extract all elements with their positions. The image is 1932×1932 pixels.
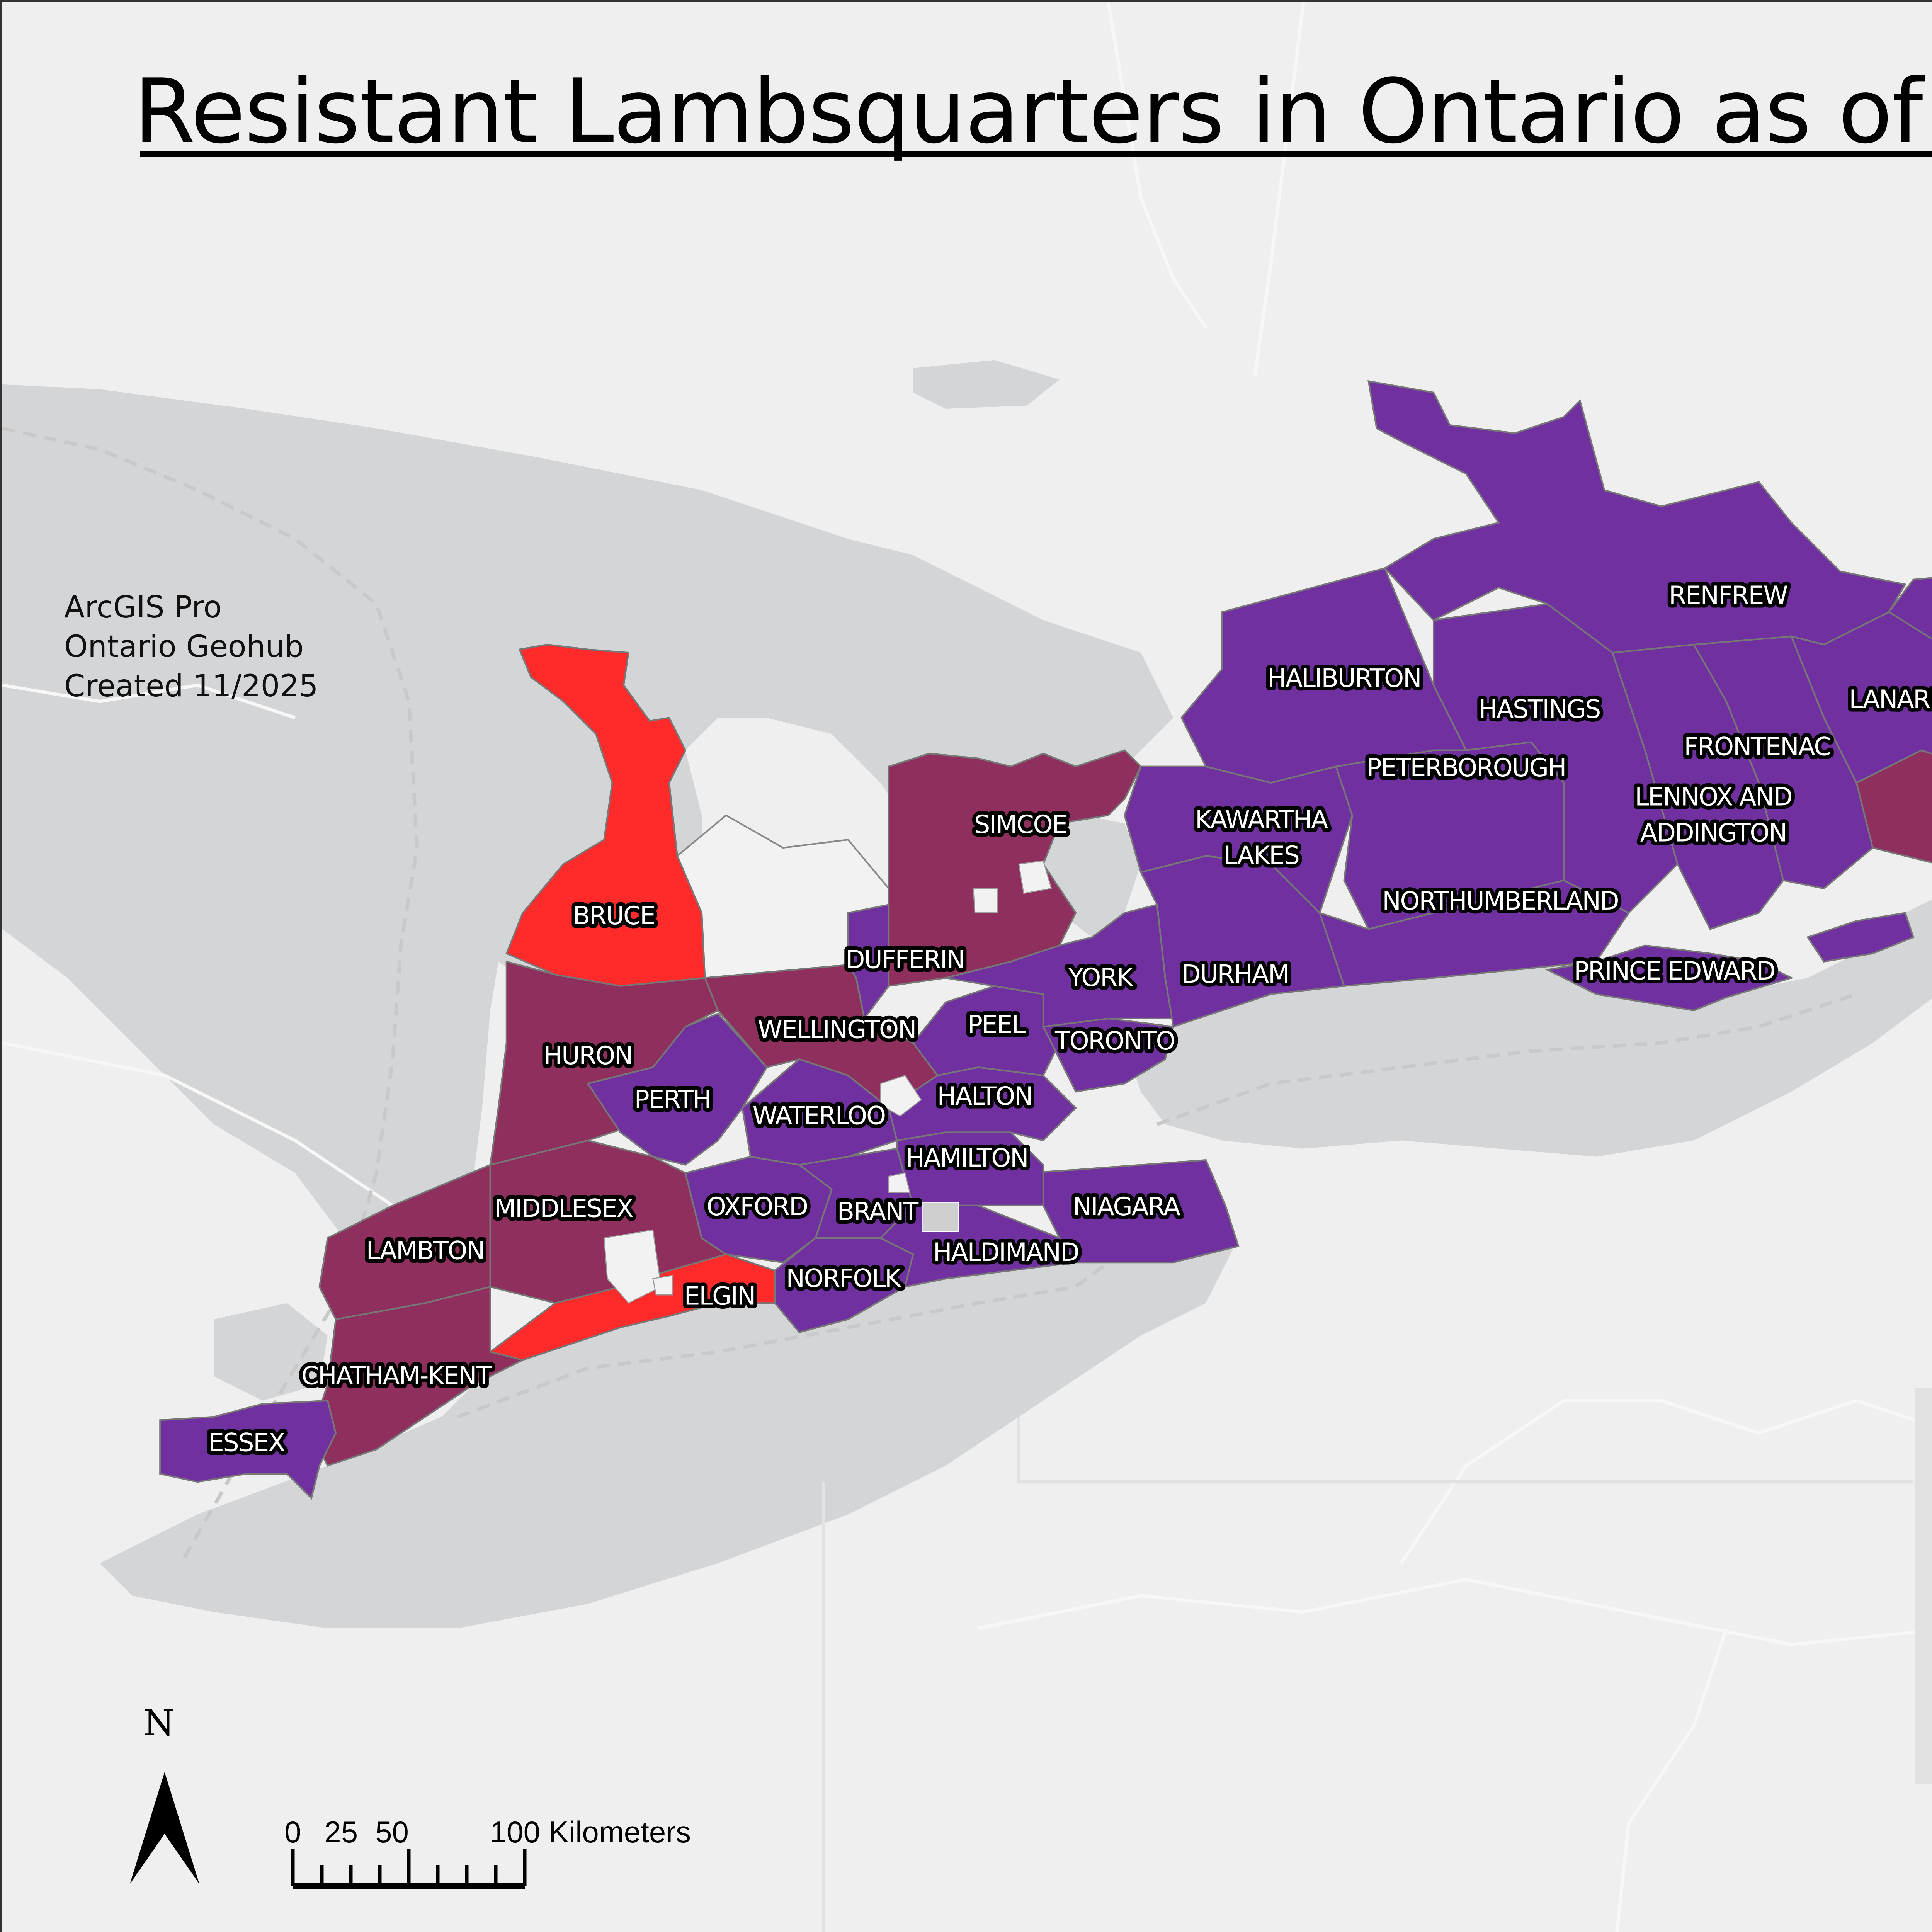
label-lennox-1: LENNOX AND: [1635, 782, 1792, 812]
label-renfrew: RENFREW: [1669, 581, 1787, 610]
scale-tick-0: 0: [284, 1815, 301, 1849]
wsaa5-counties: [159, 380, 1932, 1500]
credits-block: ArcGIS Pro Ontario Geohub Created 11/202…: [64, 588, 318, 706]
label-peel: PEEL: [968, 1010, 1026, 1039]
scale-tick-25: 25: [324, 1815, 358, 1849]
scale-tick-100: 100: [490, 1815, 541, 1849]
county-lanark: [1790, 611, 1932, 784]
legend: Chemical Groups WSAA 2 WSAA 2,5 WSAA 5: [1915, 1388, 1932, 1784]
scale-bar: [291, 1849, 527, 1889]
label-huron: HURON: [543, 1041, 632, 1070]
county-essex: [159, 1400, 337, 1500]
label-hastings: HASTINGS: [1478, 694, 1600, 724]
label-perth: PERTH: [634, 1085, 710, 1114]
label-kawartha-1: KAWARTHA: [1195, 805, 1328, 835]
label-elgin: ELGIN: [684, 1282, 755, 1311]
credit-source: Ontario Geohub: [64, 629, 304, 664]
label-lambton: LAMBTON: [366, 1236, 484, 1265]
label-halton: HALTON: [937, 1082, 1032, 1111]
county-islands: [1806, 912, 1915, 963]
label-lennox-2: ADDINGTON: [1640, 818, 1787, 847]
label-hamilton: HAMILTON: [906, 1143, 1028, 1173]
label-toronto: TORONTO: [1054, 1026, 1175, 1056]
scale-tick-50: 50: [375, 1815, 409, 1849]
label-waterloo: WATERLOO: [752, 1101, 885, 1130]
scale-bar-labels: 0 25 50 100 Kilometers: [284, 1815, 691, 1850]
county-labels: BRUCE HURON PERTH WELLINGTON WATERLOO LA…: [204, 577, 1932, 1461]
label-haliburton: HALIBURTON: [1267, 664, 1421, 693]
state-borders: [822, 1417, 1913, 1932]
label-york: YORK: [1068, 963, 1134, 992]
credit-date: Created 11/2025: [64, 669, 318, 704]
label-oxford: OXFORD: [707, 1192, 808, 1221]
county-niagara: [1026, 1159, 1240, 1264]
county-dufferin: [847, 903, 890, 1020]
label-brant: BRANT: [837, 1197, 919, 1226]
label-haldimand: HALDIMAND: [933, 1238, 1079, 1267]
label-durham: DURHAM: [1182, 959, 1289, 989]
label-niagara: NIAGARA: [1073, 1192, 1180, 1221]
label-bruce: BRUCE: [573, 901, 655, 930]
county-renfrew: [1367, 380, 1907, 654]
label-essex: ESSEX: [208, 1428, 285, 1457]
north-label: N: [143, 1702, 175, 1744]
municipal-holes: [604, 860, 1052, 1304]
label-simcoe: SIMCOE: [974, 810, 1067, 839]
map-title: Resistant Lambsquarters in Ontario as of…: [134, 60, 1932, 163]
scale-units: Kilometers: [548, 1815, 691, 1849]
label-middlesex: MIDDLESEX: [494, 1194, 633, 1223]
label-northumberland: NORTHUMBERLAND: [1382, 886, 1618, 916]
credit-software: ArcGIS Pro: [64, 590, 222, 625]
label-lanark: LANARK: [1849, 685, 1932, 714]
label-prince-edward: PRINCE EDWARD: [1574, 956, 1775, 986]
label-peterborough: PETERBOROUGH: [1366, 753, 1566, 782]
north-arrow-icon: [130, 1772, 199, 1884]
county-prince-edward: [1544, 944, 1794, 1012]
label-chatham-kent: CHATHAM-KENT: [301, 1361, 492, 1391]
label-frontenac: FRONTENAC: [1684, 732, 1830, 761]
label-wellington: WELLINGTON: [758, 1015, 916, 1044]
label-kawartha-2: LAKES: [1223, 841, 1299, 870]
label-norfolk: NORFOLK: [786, 1264, 902, 1293]
label-dufferin: DUFFERIN: [845, 945, 964, 975]
county-toronto: [1042, 1017, 1175, 1093]
county-leeds-grenville: [1855, 749, 1932, 864]
six-nations-hatched: [922, 1202, 959, 1232]
wsaa25-counties: [310, 749, 1932, 1467]
basemap-water: [2, 360, 1932, 1628]
title-underline: [140, 151, 1932, 157]
county-ottawa: [1888, 577, 1932, 640]
